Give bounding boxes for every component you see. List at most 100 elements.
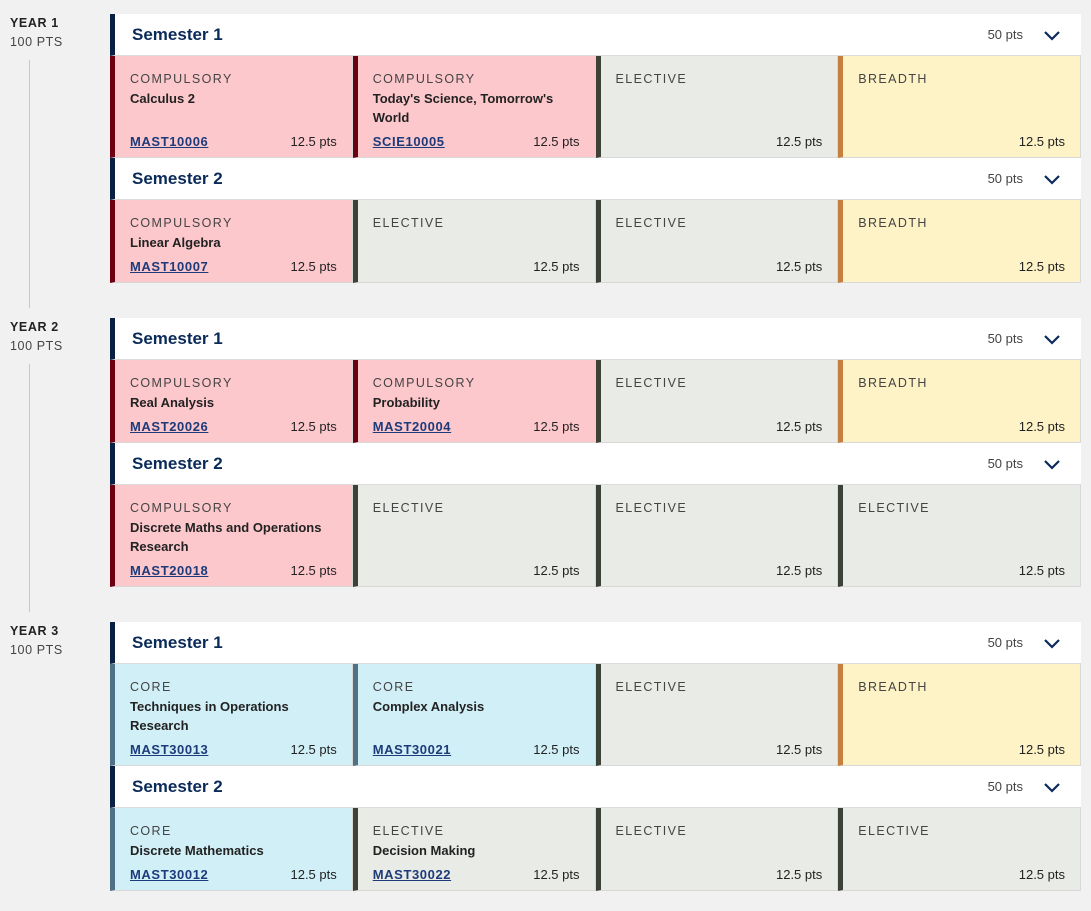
semester-header[interactable]: Semester 1 50 pts <box>110 14 1081 56</box>
subject-kind: ELECTIVE <box>615 72 688 86</box>
subject-card[interactable]: BREADTH 12.5 pts <box>838 664 1081 766</box>
semester-block: Semester 1 50 pts CORE Techniques in Oper… <box>110 622 1081 766</box>
subject-points: 12.5 pts <box>533 867 580 882</box>
semester-title: Semester 2 <box>132 776 223 796</box>
year-label: YEAR 2 100 PTS <box>10 318 63 356</box>
subject-kind: COMPULSORY <box>372 72 476 86</box>
subject-name: Techniques in Operations Research <box>130 699 289 733</box>
subject-code-link[interactable]: MAST20026 <box>130 419 209 434</box>
subject-points: 12.5 pts <box>290 742 337 757</box>
year-title: YEAR 1 <box>10 16 59 30</box>
subject-name: Complex Analysis <box>372 699 485 714</box>
subject-card[interactable]: COMPULSORY Linear Algebra MAST10007 12.5… <box>110 200 353 283</box>
semester-header[interactable]: Semester 1 50 pts <box>110 622 1081 664</box>
subject-kind: BREADTH <box>858 376 928 390</box>
year-title: YEAR 3 <box>10 624 59 638</box>
semester-points: 50 pts <box>987 27 1023 42</box>
semester-points: 50 pts <box>987 331 1023 346</box>
subject-code-link[interactable]: MAST10007 <box>130 259 209 274</box>
semester-subjects: CORE Techniques in Operations Research M… <box>110 664 1081 766</box>
subject-code-link[interactable]: MAST30021 <box>372 742 452 757</box>
subject-card[interactable]: ELECTIVE 12.5 pts <box>838 485 1081 587</box>
semester-title: Semester 1 <box>132 24 223 44</box>
subject-code-link[interactable]: MAST30022 <box>372 867 452 882</box>
subject-kind: ELECTIVE <box>858 824 930 838</box>
subject-points: 12.5 pts <box>290 419 337 434</box>
year-title: YEAR 2 <box>10 320 59 334</box>
chevron-down-icon[interactable] <box>1043 333 1061 345</box>
semester-subjects: CORE Discrete Mathematics MAST30012 12.5… <box>110 808 1081 891</box>
subject-card[interactable]: COMPULSORY Probability MAST20004 12.5 pt… <box>352 360 596 443</box>
subject-card[interactable]: ELECTIVE 12.5 pts <box>595 56 839 158</box>
subject-card[interactable]: ELECTIVE 12.5 pts <box>595 200 839 283</box>
subject-kind: ELECTIVE <box>615 824 688 838</box>
subject-code-link[interactable]: MAST20018 <box>130 563 209 578</box>
subject-name: Real Analysis <box>130 395 215 410</box>
year-timeline-line <box>29 364 30 612</box>
chevron-down-icon[interactable] <box>1043 637 1061 649</box>
subject-points: 12.5 pts <box>533 742 580 757</box>
semester-title: Semester 2 <box>132 168 223 188</box>
semester-header[interactable]: Semester 2 50 pts <box>110 443 1081 485</box>
chevron-down-icon[interactable] <box>1043 29 1061 41</box>
subject-points: 12.5 pts <box>775 134 823 149</box>
subject-kind: ELECTIVE <box>372 216 445 230</box>
subject-card[interactable]: BREADTH 12.5 pts <box>838 56 1081 158</box>
subject-card[interactable]: BREADTH 12.5 pts <box>838 200 1081 283</box>
subject-card[interactable]: CORE Techniques in Operations Research M… <box>110 664 353 766</box>
year-points: 100 PTS <box>10 339 63 353</box>
semester-points: 50 pts <box>987 779 1023 794</box>
chevron-down-icon[interactable] <box>1043 781 1061 793</box>
subject-card[interactable]: ELECTIVE 12.5 pts <box>595 808 839 891</box>
subject-card[interactable]: COMPULSORY Calculus 2 MAST10006 12.5 pts <box>110 56 353 158</box>
subject-kind: ELECTIVE <box>858 501 930 515</box>
subject-code-link[interactable]: MAST30012 <box>130 867 209 882</box>
subject-kind: BREADTH <box>858 216 928 230</box>
subject-kind: CORE <box>130 824 172 838</box>
subject-card[interactable]: ELECTIVE Decision Making MAST30022 12.5 … <box>352 808 596 891</box>
subject-name: Linear Algebra <box>130 235 221 250</box>
subject-card[interactable]: CORE Discrete Mathematics MAST30012 12.5… <box>110 808 353 891</box>
subject-name: Probability <box>372 395 440 410</box>
subject-card[interactable]: COMPULSORY Discrete Maths and Operations… <box>110 485 353 587</box>
subject-card[interactable]: COMPULSORY Real Analysis MAST20026 12.5 … <box>110 360 353 443</box>
subject-card[interactable]: CORE Complex Analysis MAST30021 12.5 pts <box>352 664 596 766</box>
subject-name: Calculus 2 <box>130 91 196 106</box>
subject-card[interactable]: ELECTIVE 12.5 pts <box>595 485 839 587</box>
subject-kind: COMPULSORY <box>130 501 233 515</box>
subject-points: 12.5 pts <box>1018 563 1065 578</box>
chevron-down-icon[interactable] <box>1043 173 1061 185</box>
semester-block: Semester 1 50 pts COMPULSORY Calculus 2 M… <box>110 14 1081 158</box>
subject-kind: CORE <box>130 680 172 694</box>
semester-header[interactable]: Semester 2 50 pts <box>110 766 1081 808</box>
subject-code-link[interactable]: MAST30013 <box>130 742 209 757</box>
subject-points: 12.5 pts <box>533 563 580 578</box>
semester-header[interactable]: Semester 2 50 pts <box>110 158 1081 200</box>
subject-card[interactable]: ELECTIVE 12.5 pts <box>595 664 839 766</box>
subject-points: 12.5 pts <box>1018 419 1065 434</box>
subject-kind: ELECTIVE <box>372 824 445 838</box>
subject-kind: CORE <box>372 680 415 694</box>
semester-block: Semester 2 50 pts COMPULSORY Linear Algeb… <box>110 158 1081 283</box>
subject-kind: ELECTIVE <box>615 501 688 515</box>
chevron-down-icon[interactable] <box>1043 458 1061 470</box>
subject-points: 12.5 pts <box>533 419 580 434</box>
subject-card[interactable]: ELECTIVE 12.5 pts <box>595 360 839 443</box>
year-label: YEAR 3 100 PTS <box>10 622 63 660</box>
subject-points: 12.5 pts <box>290 259 337 274</box>
subject-code-link[interactable]: MAST20004 <box>372 419 452 434</box>
subject-card[interactable]: ELECTIVE 12.5 pts <box>352 200 596 283</box>
subject-kind: BREADTH <box>858 680 928 694</box>
subject-code-link[interactable]: MAST10006 <box>130 134 209 149</box>
subject-card[interactable]: COMPULSORY Today's Science, Tomorrow's W… <box>352 56 596 158</box>
subject-card[interactable]: ELECTIVE 12.5 pts <box>838 808 1081 891</box>
subject-card[interactable]: BREADTH 12.5 pts <box>838 360 1081 443</box>
subject-points: 12.5 pts <box>775 563 823 578</box>
subject-points: 12.5 pts <box>290 134 337 149</box>
subject-card[interactable]: ELECTIVE 12.5 pts <box>352 485 596 587</box>
subject-points: 12.5 pts <box>1018 259 1065 274</box>
semester-header[interactable]: Semester 1 50 pts <box>110 318 1081 360</box>
semester-subjects: COMPULSORY Discrete Maths and Operations… <box>110 485 1081 587</box>
subject-code-link[interactable]: SCIE10005 <box>372 134 445 149</box>
year-label: YEAR 1 100 PTS <box>10 14 63 52</box>
